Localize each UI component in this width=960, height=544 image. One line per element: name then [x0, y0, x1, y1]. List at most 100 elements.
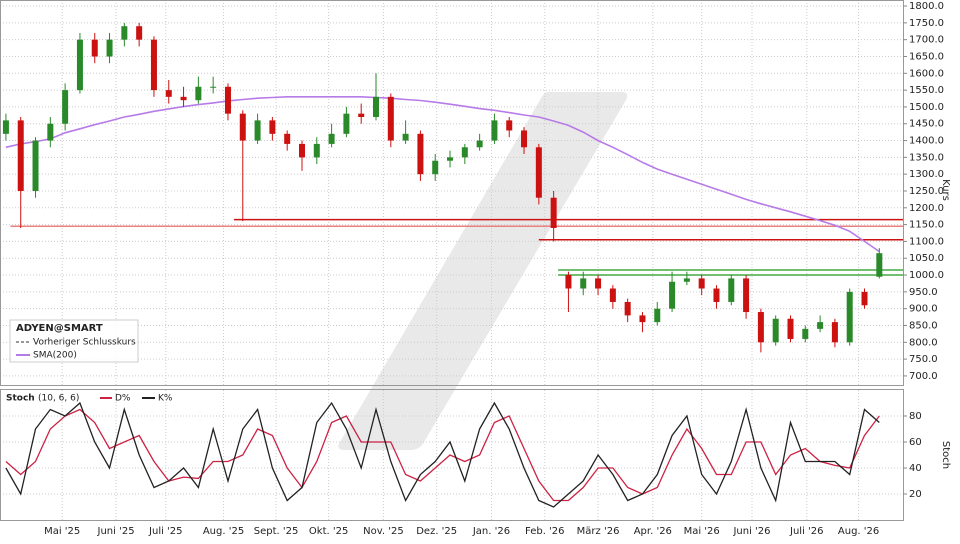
candle-body	[343, 113, 350, 134]
x-tick-label: Okt. '25	[309, 526, 348, 537]
y-tick-label: 750.0	[909, 354, 938, 365]
candle-body	[521, 130, 528, 148]
candle-body	[624, 301, 631, 316]
stoch-title: Stoch	[6, 394, 35, 404]
candle-body	[817, 322, 824, 329]
candle-body	[195, 86, 202, 101]
y-axis-label: Stoch	[940, 441, 951, 469]
candle-body	[713, 288, 720, 302]
candle-body	[136, 26, 143, 40]
candle-body	[402, 133, 409, 141]
y-tick-label: 700.0	[909, 371, 938, 382]
candle-body	[210, 86, 217, 88]
candle-body	[121, 26, 128, 40]
legend-label: D%	[115, 394, 131, 404]
y-tick-label: 950.0	[909, 287, 938, 298]
line-series	[5, 408, 880, 502]
candle-body	[447, 157, 454, 161]
x-tick-label: Juni '25	[97, 526, 135, 537]
y-tick-label: 60	[909, 437, 922, 448]
candle-body	[150, 39, 157, 91]
candle-body	[846, 291, 853, 343]
y-tick-label: 800.0	[909, 337, 938, 348]
candle-body	[269, 120, 276, 134]
candle-body	[328, 133, 335, 144]
candle-body	[313, 143, 320, 158]
x-tick-label: Apr. '26	[634, 526, 672, 537]
x-tick-label: Jan. '26	[472, 526, 510, 537]
candle-body	[595, 278, 602, 289]
candle-body	[358, 113, 365, 118]
candle-body	[17, 120, 24, 191]
legend-box	[9, 319, 139, 363]
candle-body	[654, 308, 661, 323]
candle-body	[298, 143, 305, 158]
candle-body	[550, 197, 557, 228]
candle-body	[47, 123, 54, 141]
y-tick-label: 1750.0	[909, 18, 944, 29]
candle-body	[831, 322, 838, 343]
watermark	[338, 92, 628, 450]
candle-body	[62, 90, 69, 124]
candle-body	[609, 288, 616, 302]
x-tick-label: Juli '25	[148, 526, 183, 537]
legend-label: Vorheriger Schlusskurs	[33, 338, 136, 348]
y-tick-label: 850.0	[909, 320, 938, 331]
x-tick-label: Juni '26	[732, 526, 770, 537]
stoch-params: (10, 6, 6)	[38, 394, 79, 404]
legend-title: ADYEN@SMART	[16, 323, 103, 334]
legend: ADYEN@SMART Vorheriger Schlusskurs SMA(2…	[9, 319, 139, 363]
x-tick-label: Mai '25	[44, 526, 80, 537]
y-tick-label: 1300.0	[909, 169, 944, 180]
y-tick-label: 1200.0	[909, 203, 944, 214]
y-tick-label: 1100.0	[909, 236, 944, 247]
y-tick-label: 1550.0	[909, 85, 944, 96]
candle-body	[639, 315, 646, 323]
y-tick-label: 80	[909, 411, 922, 422]
main-frame	[0, 0, 904, 386]
candle-body	[387, 96, 394, 141]
x-tick-label: Sept. '25	[254, 526, 299, 537]
y-tick-label: 1150.0	[909, 220, 944, 231]
candle-body	[2, 120, 9, 134]
candle-body	[861, 291, 868, 306]
candle-body	[76, 39, 83, 91]
candle-body	[772, 318, 779, 343]
candle-body	[506, 120, 513, 131]
y-tick-label: 1450.0	[909, 119, 944, 130]
candle-body	[535, 147, 542, 198]
candle-body	[876, 253, 883, 277]
legend-label: SMA(200)	[33, 351, 77, 361]
candle-body	[239, 113, 246, 141]
candle-body	[669, 281, 676, 309]
y-tick-label: 1050.0	[909, 253, 944, 264]
candle-body	[284, 133, 291, 144]
candle-body	[743, 278, 750, 313]
candle-body	[91, 39, 98, 57]
y-tick-label: 1800.0	[909, 1, 944, 12]
candle-body	[224, 86, 231, 114]
x-tick-label: Aug. '26	[838, 526, 879, 537]
candle-body	[476, 140, 483, 148]
line-series	[5, 96, 880, 253]
candle-body	[802, 328, 809, 339]
plot-layer	[0, 0, 903, 520]
y-tick-label: 1250.0	[909, 186, 944, 197]
x-tick-label: Feb. '26	[525, 526, 565, 537]
candle-body	[698, 278, 705, 289]
y-tick-label: 1650.0	[909, 51, 944, 62]
candle-body	[580, 278, 587, 289]
stoch-frame	[0, 389, 904, 521]
candle-body	[432, 160, 439, 175]
y-tick-label: 1700.0	[909, 35, 944, 46]
y-tick-label: 1000.0	[909, 270, 944, 281]
candle-body	[106, 39, 113, 57]
candle-body	[180, 96, 187, 101]
legend-label: K%	[158, 394, 173, 404]
candle-body	[254, 120, 261, 141]
y-tick-label: 1400.0	[909, 136, 944, 147]
candle-body	[373, 96, 380, 118]
candle-body	[491, 120, 498, 141]
x-tick-label: Dez. '25	[416, 526, 457, 537]
